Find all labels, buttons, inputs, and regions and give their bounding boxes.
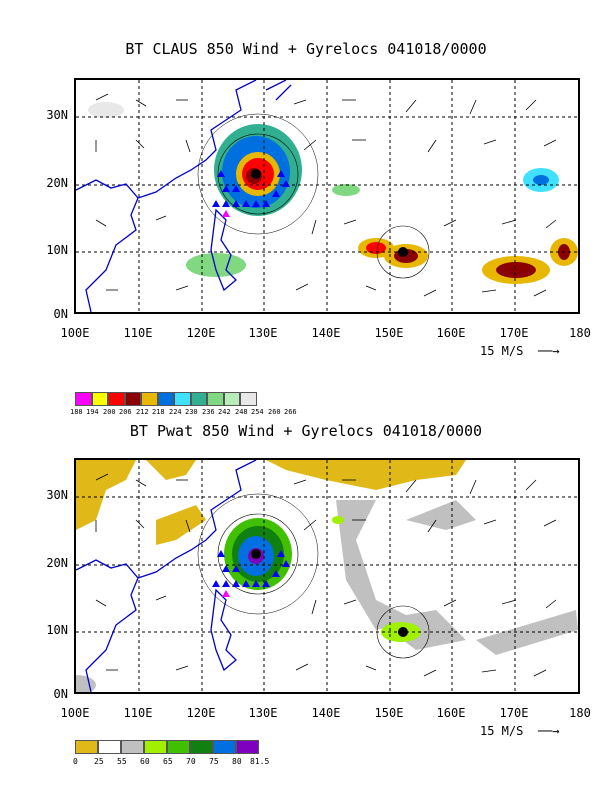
cbar2-swatch xyxy=(121,740,144,754)
panel1-reference-vector-label: 15 M/S xyxy=(480,344,524,358)
cbar2-swatch xyxy=(190,740,213,754)
panel1-lat-20n: 20N xyxy=(46,176,68,190)
panel1-wind-vectors xyxy=(95,93,557,297)
panel1-lon-110e: 110E xyxy=(123,326,153,340)
cbar2-label: 60 xyxy=(140,757,150,766)
cbar1-swatch xyxy=(157,392,174,406)
panel1-lat-30n: 30N xyxy=(46,108,68,122)
cbar1-swatch xyxy=(91,392,108,406)
cbar2-label: 80 xyxy=(232,757,242,766)
cbar2-swatch xyxy=(236,740,259,754)
panel2-lon-180: 180 xyxy=(569,706,591,720)
panel2-colorbar-labels: 0 25 55 60 65 70 75 80 81.5 xyxy=(70,757,270,767)
cbar2-label: 70 xyxy=(186,757,196,766)
panel2-lon-120e: 120E xyxy=(186,706,216,720)
panel2-wind-vectors xyxy=(95,473,557,677)
panel2-lat-20n: 20N xyxy=(46,556,68,570)
cbar1-label: 242 xyxy=(218,408,231,416)
panel2-title: BT Pwat 850 Wind + Gyrelocs 041018/0000 xyxy=(129,422,483,440)
panel1-lon-130e: 130E xyxy=(248,326,278,340)
cbar1-label: 254 xyxy=(251,408,264,416)
cbar1-label: 194 xyxy=(86,408,99,416)
cbar2-swatch xyxy=(167,740,190,754)
cbar1-swatch xyxy=(174,392,191,406)
cbar1-swatch xyxy=(141,392,158,406)
cbar1-label: 260 xyxy=(268,408,281,416)
cbar1-swatch xyxy=(240,392,257,406)
claus-cloud-field xyxy=(88,102,578,284)
cbar1-swatch xyxy=(223,392,240,406)
panel1-lon-140e: 140E xyxy=(311,326,341,340)
panel2-track-triangles xyxy=(212,550,290,587)
cbar2-label: 75 xyxy=(209,757,219,766)
cbar1-label: 188 xyxy=(70,408,83,416)
panel2-storm-markers xyxy=(251,549,408,637)
cbar2-swatch xyxy=(213,740,236,754)
cbar2-swatch xyxy=(144,740,167,754)
cbar2-swatch xyxy=(98,740,121,754)
cbar1-label: 266 xyxy=(284,408,297,416)
panel2-lon-150e: 150E xyxy=(374,706,404,720)
cbar1-swatch xyxy=(124,392,141,406)
cbar2-label: 55 xyxy=(117,757,127,766)
panel2-reference-arrow-icon: ──→ xyxy=(530,724,560,738)
panel2-map xyxy=(74,458,580,694)
panel1-lon-180: 180 xyxy=(569,326,591,340)
panel1-title: BT CLAUS 850 Wind + Gyrelocs 041018/0000 xyxy=(125,40,487,58)
panel1-lon-120e: 120E xyxy=(186,326,216,340)
panel1-lon-170e: 170E xyxy=(499,326,529,340)
panel1-reference-vector: 15 M/S ──→ xyxy=(480,344,560,358)
cbar1-label: 200 xyxy=(103,408,116,416)
panel2-lon-140e: 140E xyxy=(311,706,341,720)
cbar2-label: 81.5 xyxy=(250,757,270,766)
cbar1-swatch xyxy=(190,392,207,406)
panel1-lat-0n: 0N xyxy=(53,307,68,321)
cbar1-label: 248 xyxy=(235,408,248,416)
panel1-colorbar-labels: 188 194 200 206 212 218 224 230 236 242 … xyxy=(70,408,297,418)
panel2-lon-110e: 110E xyxy=(123,706,153,720)
panel1-coastlines xyxy=(76,80,292,312)
panel2-lat-0n: 0N xyxy=(53,687,68,701)
panel1-reference-arrow-icon: ──→ xyxy=(530,344,560,358)
cbar1-swatch xyxy=(75,392,92,406)
panel2-lon-170e: 170E xyxy=(499,706,529,720)
panel1-lon-150e: 150E xyxy=(374,326,404,340)
cbar1-label: 236 xyxy=(202,408,215,416)
panel2-lat-10n: 10N xyxy=(46,623,68,637)
panel1-track-magenta xyxy=(222,210,230,217)
panel1-lon-100e: 100E xyxy=(60,326,90,340)
panel2-colorbar xyxy=(75,740,259,754)
panel1-colorbar xyxy=(75,392,257,406)
panel2-reference-vector: 15 M/S ──→ xyxy=(480,724,560,738)
panel2-reference-vector-label: 15 M/S xyxy=(480,724,524,738)
panel1-storm-markers xyxy=(251,169,408,257)
panel2-track-magenta xyxy=(222,590,230,597)
cbar2-label: 65 xyxy=(163,757,173,766)
panel2-grid xyxy=(76,460,578,692)
cbar1-swatch xyxy=(108,392,125,406)
cbar1-label: 218 xyxy=(152,408,165,416)
panel1-lon-160e: 160E xyxy=(436,326,466,340)
panel2-lon-100e: 100E xyxy=(60,706,90,720)
cbar1-label: 224 xyxy=(169,408,182,416)
cbar1-swatch xyxy=(207,392,224,406)
panel1-track-triangles xyxy=(212,170,290,207)
panel2-lon-160e: 160E xyxy=(436,706,466,720)
panel2-lon-130e: 130E xyxy=(248,706,278,720)
cbar1-label: 206 xyxy=(119,408,132,416)
panel2-lat-30n: 30N xyxy=(46,488,68,502)
cbar2-label: 25 xyxy=(94,757,104,766)
cbar2-label: 0 xyxy=(73,757,78,766)
panel1-map xyxy=(74,78,580,314)
cbar2-swatch xyxy=(75,740,98,754)
panel1-svg xyxy=(76,80,578,312)
cbar1-label: 212 xyxy=(136,408,149,416)
panel2-svg xyxy=(76,460,578,692)
panel2-coastlines xyxy=(76,460,257,692)
panel1-lat-10n: 10N xyxy=(46,243,68,257)
cbar1-label: 230 xyxy=(185,408,198,416)
